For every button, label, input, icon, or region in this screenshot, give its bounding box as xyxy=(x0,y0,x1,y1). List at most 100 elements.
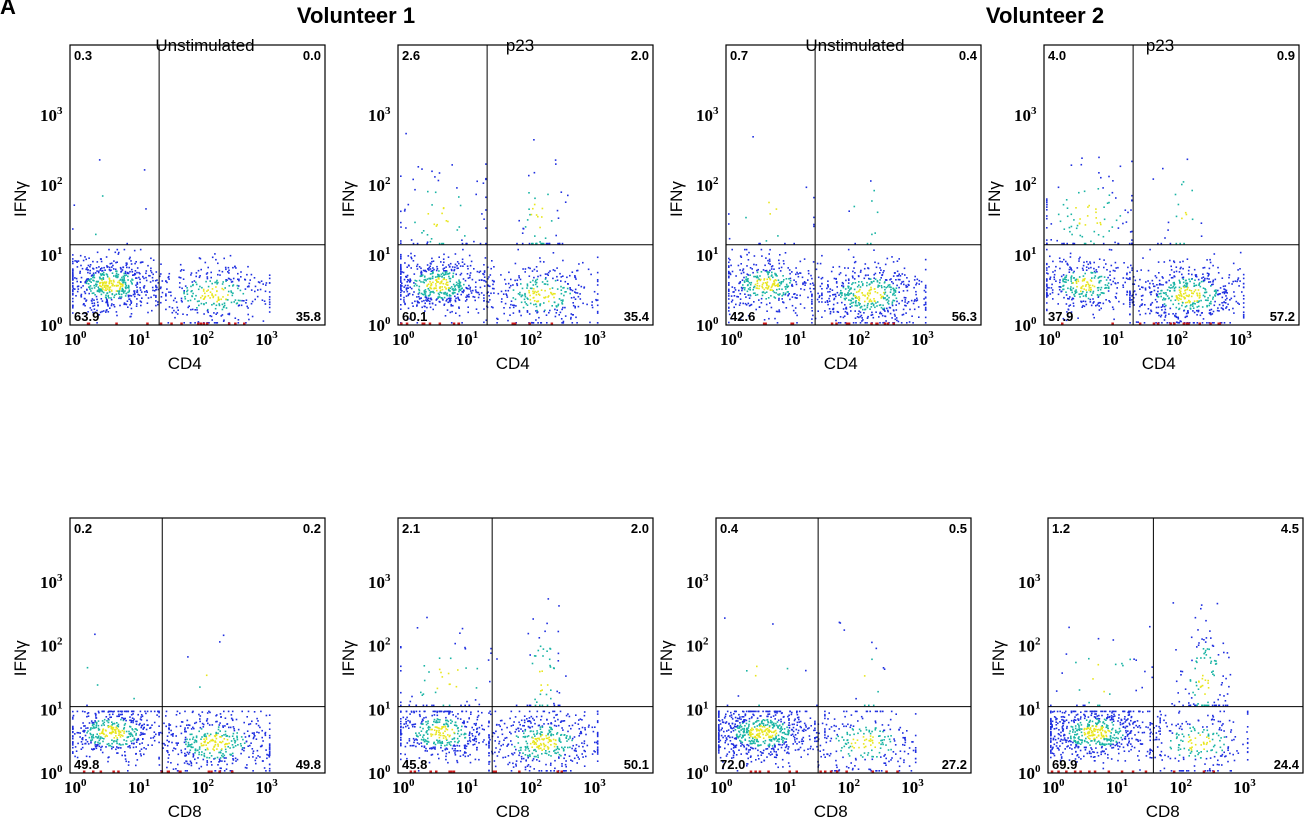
event-dots xyxy=(400,132,599,325)
y-axis-label: IFNγ xyxy=(11,640,30,676)
quadrant-value-lower-left: 72.0 xyxy=(720,757,745,772)
quadrant-value-lower-left: 60.1 xyxy=(402,309,427,324)
x-tick-label: 101 xyxy=(1106,777,1129,797)
y-tick-label: 101 xyxy=(368,699,391,719)
y-tick-label: 103 xyxy=(1014,105,1037,125)
event-dots xyxy=(72,159,271,325)
quadrant-value-lower-right: 57.2 xyxy=(1270,309,1295,324)
quadrant-value-upper-left: 4.0 xyxy=(1048,48,1066,63)
x-tick-label: 100 xyxy=(64,777,87,797)
event-dots xyxy=(72,633,271,773)
plot-frame xyxy=(397,517,654,774)
y-tick-label: 103 xyxy=(368,105,391,125)
y-axis-label: IFNγ xyxy=(11,181,30,217)
y-tick-label: 100 xyxy=(368,315,391,335)
x-tick-label: 102 xyxy=(192,329,215,349)
y-tick-label: 101 xyxy=(368,245,391,265)
dot-plot-7: 0.4 0.5 72.0 27.2 100 101 102 103 100 101 102 103 CD… xyxy=(657,517,972,821)
x-tick-label: 101 xyxy=(128,329,151,349)
y-tick-label: 103 xyxy=(368,572,391,592)
y-tick-label: 102 xyxy=(1018,636,1041,656)
quadrant-value-upper-right: 0.0 xyxy=(303,48,321,63)
y-tick-label: 103 xyxy=(696,105,719,125)
quadrant-value-upper-left: 2.6 xyxy=(402,48,420,63)
x-tick-label: 100 xyxy=(64,329,87,349)
event-dots xyxy=(1050,602,1249,773)
quadrant-value-upper-left: 0.3 xyxy=(74,48,92,63)
x-tick-label: 103 xyxy=(255,329,278,349)
y-tick-label: 101 xyxy=(1018,699,1041,719)
x-tick-label: 101 xyxy=(456,777,479,797)
quadrant-value-upper-right: 2.0 xyxy=(631,48,649,63)
dot-plot-6: 2.1 2.0 45.8 50.1 100 101 102 103 100 101 102 103 CD… xyxy=(339,517,654,821)
x-tick-label: 100 xyxy=(392,329,415,349)
plot-frame xyxy=(1047,517,1304,774)
quadrant-value-upper-left: 0.7 xyxy=(730,48,748,63)
dot-plot-5: 0.2 0.2 49.8 49.8 100 101 102 103 100 101 102 103 CD… xyxy=(11,517,326,821)
x-axis-label: CD4 xyxy=(496,354,530,373)
plot-frame xyxy=(1043,44,1300,326)
quadrant-value-lower-left: 49.8 xyxy=(74,757,99,772)
x-tick-label: 103 xyxy=(1233,777,1256,797)
event-dots xyxy=(1046,156,1245,325)
x-tick-label: 102 xyxy=(520,777,543,797)
x-tick-label: 103 xyxy=(583,329,606,349)
y-axis-label: IFNγ xyxy=(989,640,1008,676)
panel-letter: A xyxy=(0,0,16,19)
x-tick-label: 101 xyxy=(784,329,807,349)
x-axis-label: CD8 xyxy=(1146,802,1180,821)
quadrant-value-upper-left: 0.4 xyxy=(720,521,739,536)
y-tick-label: 102 xyxy=(368,175,391,195)
x-tick-label: 102 xyxy=(1166,329,1189,349)
quadrant-value-upper-left: 0.2 xyxy=(74,521,92,536)
quadrant-value-lower-right: 56.3 xyxy=(952,309,977,324)
y-axis-label: IFNγ xyxy=(339,640,358,676)
plot-frame xyxy=(397,44,654,326)
quadrant-value-upper-right: 2.0 xyxy=(631,521,649,536)
quadrant-value-lower-left: 69.9 xyxy=(1052,757,1077,772)
plot-frame xyxy=(725,44,982,326)
x-tick-label: 101 xyxy=(456,329,479,349)
quadrant-value-lower-right: 35.8 xyxy=(296,309,321,324)
quadrant-value-upper-right: 0.4 xyxy=(959,48,978,63)
y-tick-label: 103 xyxy=(40,105,63,125)
x-axis-label: CD4 xyxy=(168,354,202,373)
y-tick-label: 101 xyxy=(40,699,63,719)
y-tick-label: 100 xyxy=(1014,315,1037,335)
x-tick-label: 102 xyxy=(848,329,871,349)
x-tick-label: 100 xyxy=(392,777,415,797)
y-tick-label: 102 xyxy=(1014,175,1037,195)
x-axis-label: CD8 xyxy=(496,802,530,821)
y-tick-label: 100 xyxy=(40,315,63,335)
plot-frame xyxy=(69,44,326,326)
y-tick-label: 101 xyxy=(1014,245,1037,265)
y-tick-label: 101 xyxy=(696,245,719,265)
y-tick-label: 100 xyxy=(686,763,709,783)
group-title-volunteer-2: Volunteer 2 xyxy=(986,3,1104,28)
x-tick-label: 103 xyxy=(255,777,278,797)
quadrant-value-upper-right: 4.5 xyxy=(1281,521,1299,536)
y-tick-label: 102 xyxy=(40,636,63,656)
x-axis-label: CD4 xyxy=(1142,354,1176,373)
x-tick-label: 100 xyxy=(720,329,743,349)
x-tick-label: 102 xyxy=(192,777,215,797)
quadrant-value-lower-right: 35.4 xyxy=(624,309,650,324)
dot-plot-8: 1.2 4.5 69.9 24.4 100 101 102 103 100 101 102 103 CD… xyxy=(989,517,1304,821)
x-tick-label: 101 xyxy=(774,777,797,797)
x-axis-label: CD8 xyxy=(814,802,848,821)
x-axis-label: CD4 xyxy=(824,354,858,373)
y-axis-label: IFNγ xyxy=(339,181,358,217)
plot-frame xyxy=(69,517,326,774)
x-tick-label: 100 xyxy=(710,777,733,797)
y-tick-label: 100 xyxy=(696,315,719,335)
x-tick-label: 103 xyxy=(583,777,606,797)
x-tick-label: 103 xyxy=(911,329,934,349)
y-tick-label: 102 xyxy=(368,636,391,656)
x-tick-label: 102 xyxy=(520,329,543,349)
quadrant-value-lower-left: 37.9 xyxy=(1048,309,1073,324)
quadrant-value-upper-right: 0.2 xyxy=(303,521,321,536)
